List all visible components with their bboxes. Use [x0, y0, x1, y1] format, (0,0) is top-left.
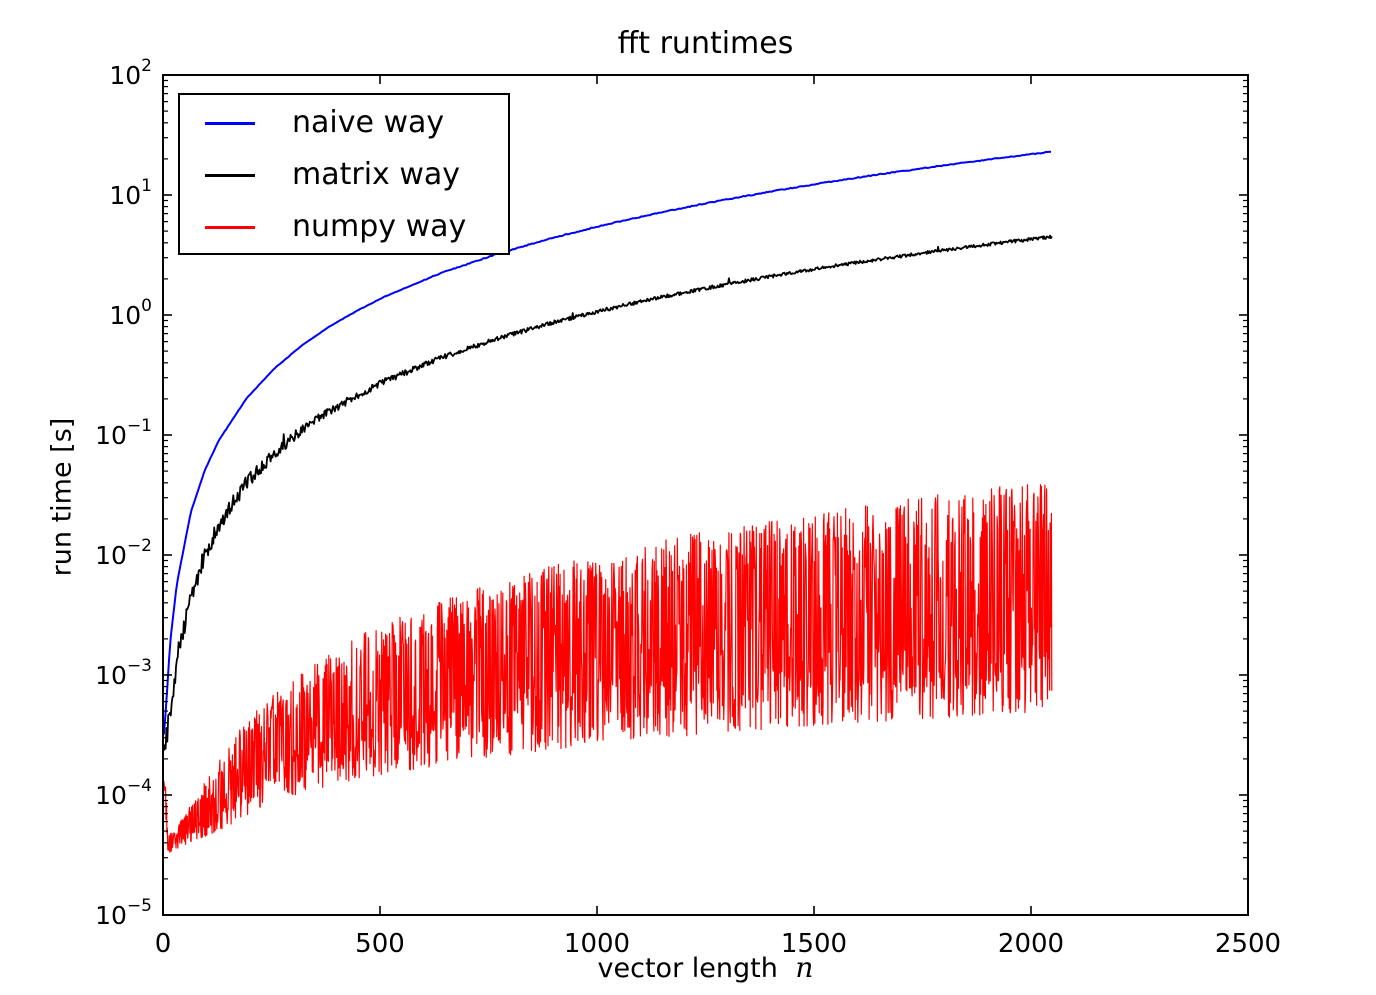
y-tick-label: 101 — [109, 176, 152, 210]
legend-label-naive-way: naive way — [292, 105, 445, 140]
y-tick-label: 10−5 — [95, 896, 152, 930]
y-tick-label: 10−4 — [95, 776, 152, 810]
y-tick-label: 102 — [109, 56, 152, 90]
x-tick-label: 500 — [355, 929, 405, 959]
series-naive-way — [162, 150, 1052, 735]
legend-label-numpy-way: numpy way — [292, 209, 467, 244]
series-matrix-way — [163, 234, 1053, 751]
legend-item-naive-way: naive way — [180, 97, 508, 149]
legend-line-numpy-way — [205, 225, 255, 229]
chart-title: fft runtimes — [617, 26, 794, 61]
y-tick-label: 100 — [109, 296, 152, 330]
legend-line-matrix-way — [205, 173, 255, 177]
legend-item-numpy-way: numpy way — [180, 201, 508, 253]
x-axis-label-text: vector length — [597, 953, 778, 984]
x-tick-label: 0 — [155, 929, 172, 959]
x-tick-label: 2500 — [1215, 929, 1281, 959]
legend: naive way matrix way numpy way — [178, 93, 510, 255]
legend-label-matrix-way: matrix way — [292, 157, 461, 192]
x-tick-label: 1000 — [564, 929, 630, 959]
y-tick-label: 10−2 — [95, 536, 152, 570]
x-axis-label-variable: n — [795, 951, 814, 984]
legend-item-matrix-way: matrix way — [180, 149, 508, 201]
y-axis-label: run time [s] — [46, 417, 78, 577]
x-tick-label: 2000 — [998, 929, 1064, 959]
legend-line-naive-way — [205, 121, 255, 125]
plot-border — [162, 74, 1249, 916]
x-axis-label: vector length n — [163, 951, 1248, 984]
y-tick-label: 10−1 — [95, 416, 152, 450]
series-numpy-way — [163, 484, 1053, 853]
y-tick-label: 10−3 — [95, 656, 152, 690]
x-tick-label: 1500 — [781, 929, 847, 959]
